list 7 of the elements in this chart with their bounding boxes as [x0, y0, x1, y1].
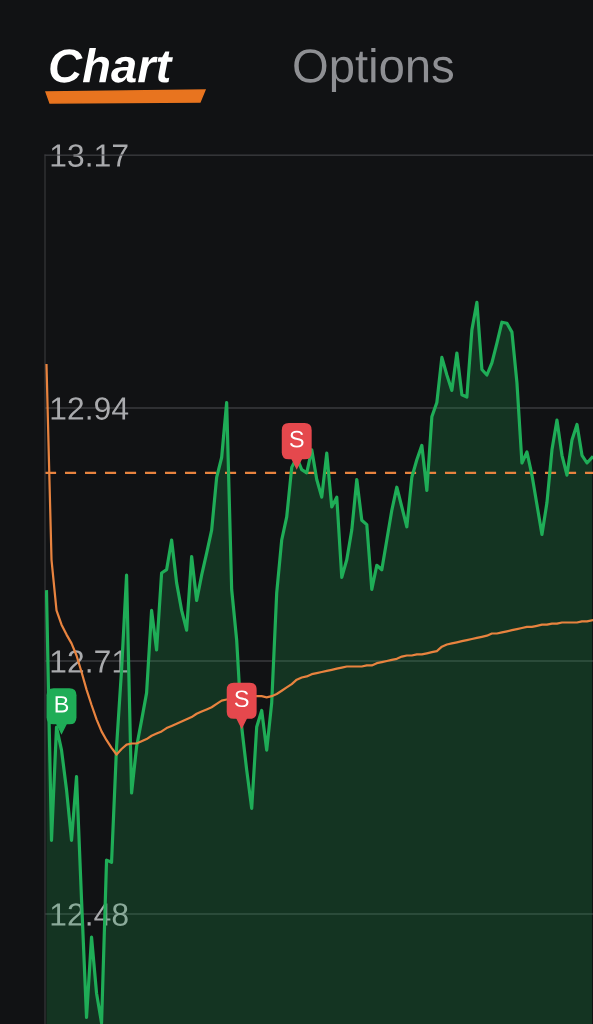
y-tick-label: 12.94	[51, 397, 129, 420]
text: Options	[294, 47, 454, 93]
series-label: B	[55, 696, 69, 713]
text: S	[234, 690, 249, 708]
y-tick-label: 13.17	[51, 144, 128, 167]
series-label: S	[289, 430, 304, 448]
text: Chart	[50, 47, 173, 83]
